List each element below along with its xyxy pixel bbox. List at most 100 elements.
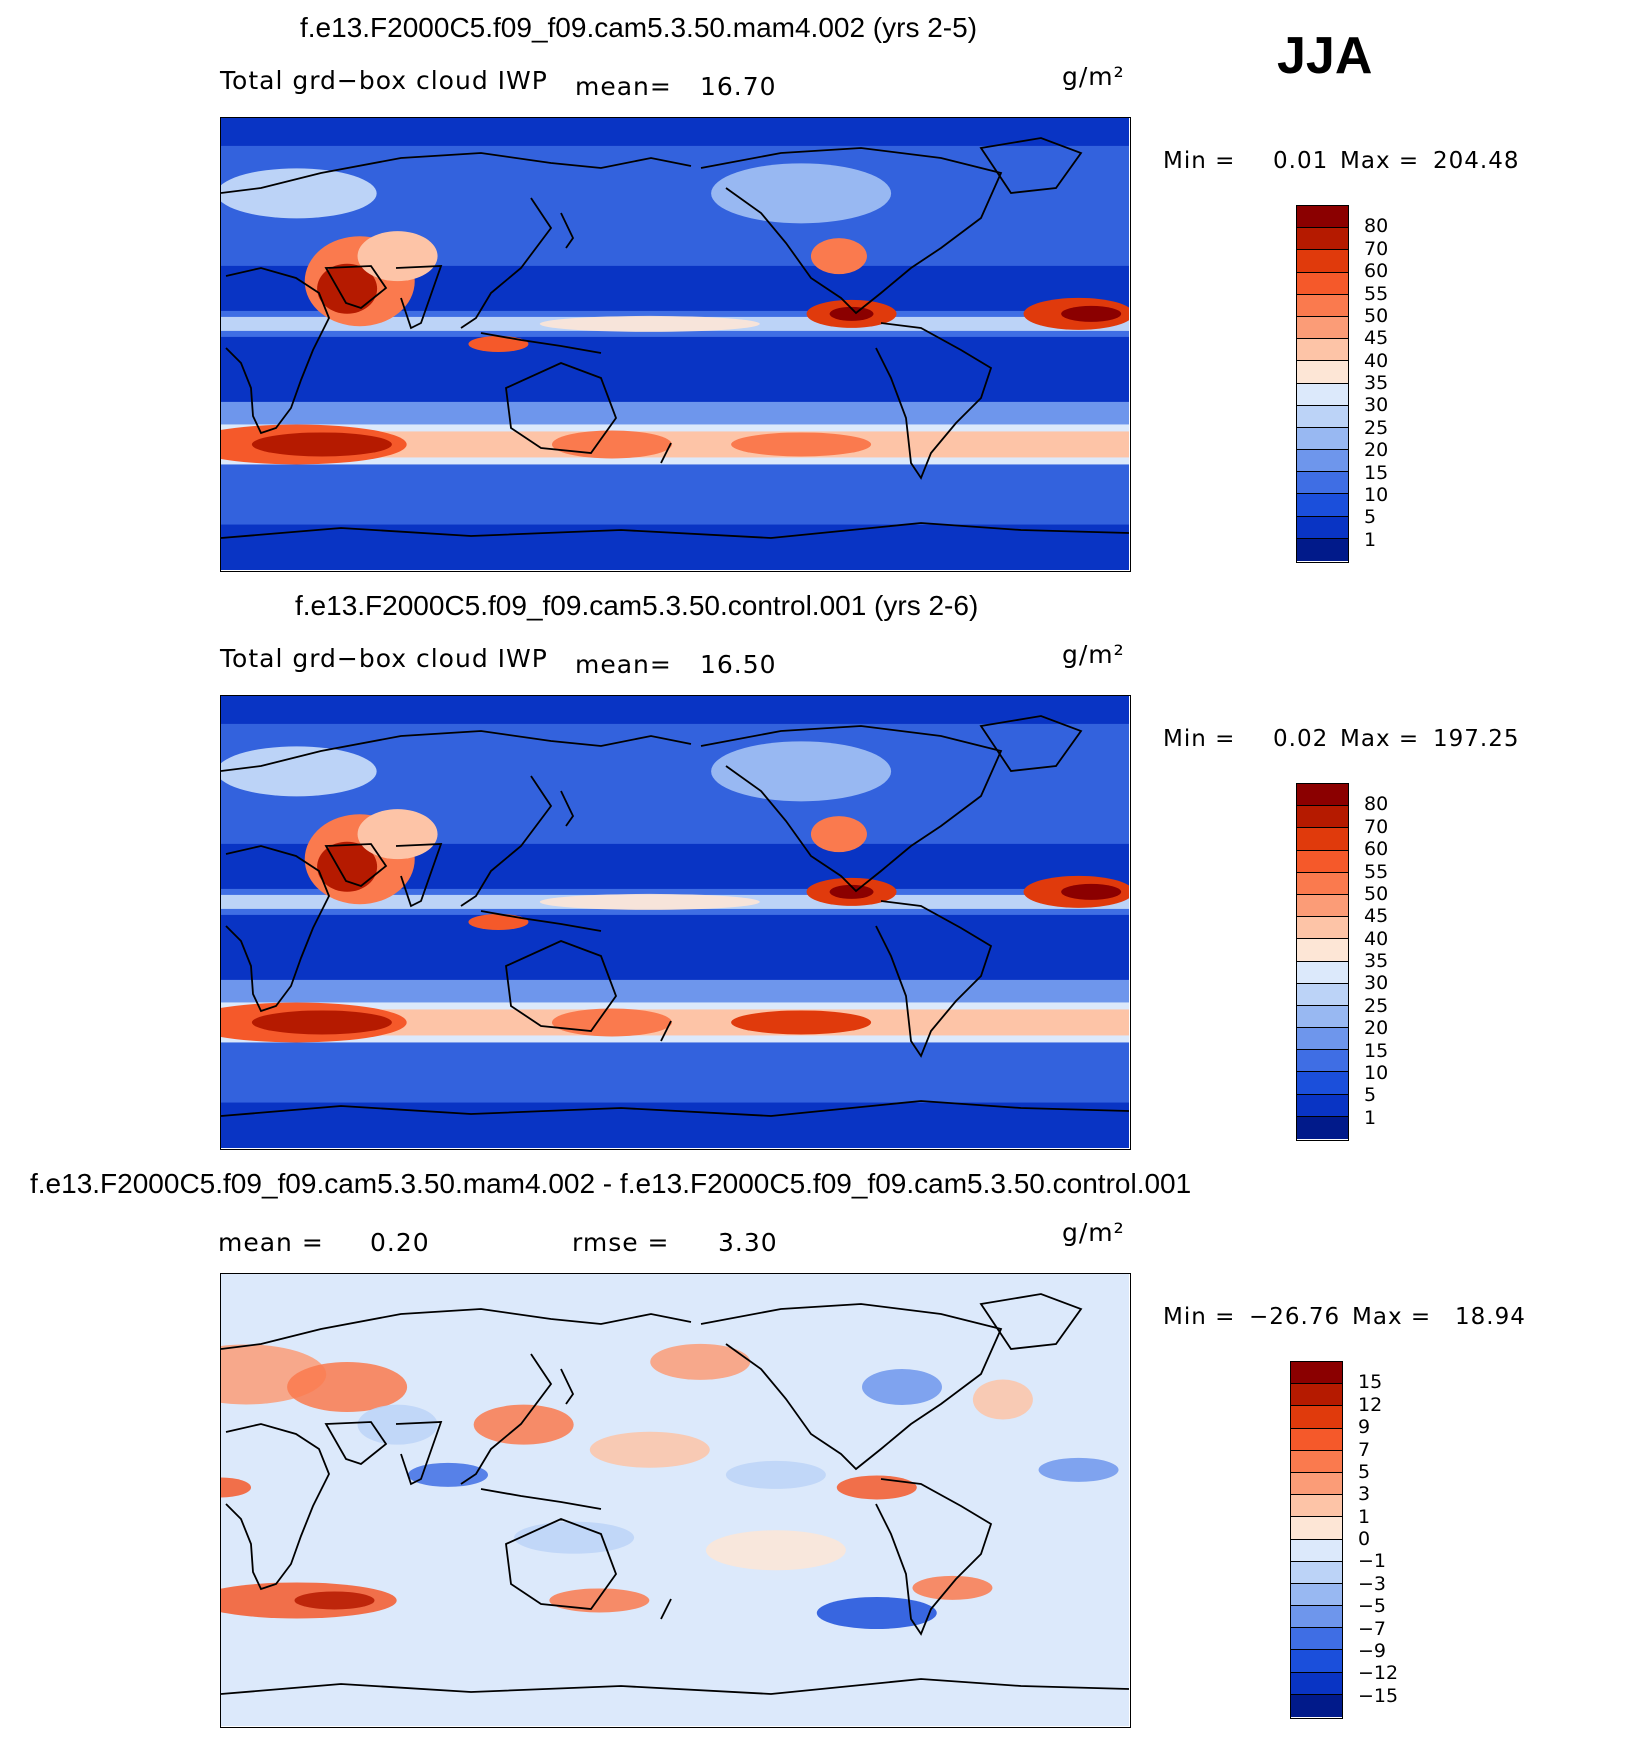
- colorbar-tick-label: 80: [1364, 793, 1389, 816]
- colorbar-swatch: [1297, 1028, 1348, 1051]
- colorbar-tick-label: −5: [1358, 1595, 1387, 1618]
- colorbar-swatch: [1297, 1094, 1348, 1117]
- colorbar-tick-label: 30: [1364, 972, 1389, 995]
- colorbar-tick-label: 25: [1364, 416, 1389, 439]
- colorbar-swatch: [1291, 1561, 1342, 1584]
- panel3-max-value: 18.94: [1455, 1304, 1526, 1330]
- colorbar-swatch: [1297, 405, 1348, 428]
- colorbar-tick-label: −15: [1358, 1684, 1399, 1707]
- colorbar-tick-label: 5: [1358, 1460, 1371, 1483]
- colorbar-tick-label: 40: [1364, 349, 1389, 372]
- panel1-colorbar: [1296, 205, 1349, 563]
- colorbar-swatch: [1297, 917, 1348, 940]
- colorbar-tick-label: 15: [1364, 461, 1389, 484]
- colorbar-swatch: [1297, 206, 1348, 229]
- colorbar-swatch: [1297, 872, 1348, 895]
- colorbar-tick-label: −7: [1358, 1617, 1387, 1640]
- panel1-mean-value: 16.70: [700, 72, 777, 101]
- colorbar-swatch: [1291, 1450, 1342, 1473]
- panel1-map: [220, 117, 1131, 572]
- colorbar-swatch: [1291, 1583, 1342, 1607]
- panel2-field: [221, 696, 1129, 1148]
- panel2-units: g/m²: [1062, 640, 1125, 669]
- panel3-units: g/m²: [1062, 1218, 1125, 1247]
- colorbar-swatch: [1297, 538, 1348, 561]
- colorbar-swatch: [1297, 472, 1348, 495]
- panel1-variable: Total grd−box cloud IWP: [220, 66, 548, 95]
- panel3-min-label: Min =: [1163, 1304, 1236, 1330]
- colorbar-swatch: [1291, 1672, 1342, 1695]
- panel1-mean-label: mean=: [575, 72, 672, 101]
- panel2-max-label: Max =: [1340, 726, 1420, 752]
- colorbar-tick-label: 9: [1358, 1416, 1371, 1439]
- colorbar-swatch: [1291, 1539, 1342, 1562]
- season-label: JJA: [1277, 27, 1373, 85]
- colorbar-swatch: [1297, 294, 1348, 317]
- colorbar-swatch: [1291, 1606, 1342, 1629]
- panel3-map: [220, 1273, 1131, 1728]
- panel3-max-label: Max =: [1352, 1304, 1432, 1330]
- colorbar-swatch: [1297, 383, 1348, 406]
- colorbar-swatch: [1297, 228, 1348, 251]
- colorbar-swatch: [1291, 1650, 1342, 1673]
- panel3-field: [221, 1274, 1129, 1726]
- colorbar-tick-label: 20: [1364, 1017, 1389, 1040]
- colorbar-tick-label: 55: [1364, 282, 1389, 305]
- colorbar-swatch: [1297, 828, 1348, 851]
- panel2-mean-value: 16.50: [700, 650, 777, 679]
- panel1-max-label: Max =: [1340, 148, 1420, 174]
- colorbar-tick-label: 35: [1364, 372, 1389, 394]
- colorbar-tick-label: 15: [1358, 1371, 1383, 1394]
- panel1-min-label: Min =: [1163, 148, 1236, 174]
- panel3-title: f.e13.F2000C5.f09_f09.cam5.3.50.mam4.002…: [30, 1168, 1192, 1199]
- colorbar-swatch: [1291, 1495, 1342, 1518]
- colorbar-tick-label: 35: [1364, 950, 1389, 972]
- panel2-max-value: 197.25: [1433, 726, 1520, 752]
- panel1-max-value: 204.48: [1433, 148, 1520, 174]
- colorbar-tick-label: −1: [1358, 1550, 1387, 1573]
- colorbar-swatch: [1297, 939, 1348, 962]
- colorbar-swatch: [1297, 316, 1348, 340]
- colorbar-swatch: [1297, 1005, 1348, 1029]
- colorbar-swatch: [1297, 784, 1348, 807]
- colorbar-tick-label: 60: [1364, 260, 1389, 283]
- colorbar-swatch: [1297, 250, 1348, 273]
- panel2-map: [220, 695, 1131, 1150]
- colorbar-tick-label: 1: [1364, 1106, 1377, 1129]
- colorbar-tick-label: 25: [1364, 994, 1389, 1017]
- colorbar-tick-label: 0: [1358, 1528, 1371, 1550]
- colorbar-swatch: [1297, 983, 1348, 1006]
- colorbar-swatch: [1291, 1517, 1342, 1540]
- colorbar-swatch: [1291, 1628, 1342, 1651]
- colorbar-tick-label: 80: [1364, 215, 1389, 238]
- colorbar-swatch: [1291, 1694, 1342, 1717]
- colorbar-swatch: [1291, 1406, 1342, 1429]
- colorbar-tick-label: 70: [1364, 815, 1389, 838]
- colorbar-tick-label: 15: [1364, 1039, 1389, 1062]
- colorbar-swatch: [1297, 272, 1348, 295]
- colorbar-swatch: [1297, 1072, 1348, 1095]
- colorbar-tick-label: 70: [1364, 237, 1389, 260]
- panel2-min-label: Min =: [1163, 726, 1236, 752]
- colorbar-tick-label: 45: [1364, 327, 1389, 350]
- panel1-field: [221, 118, 1129, 570]
- colorbar-swatch: [1291, 1428, 1342, 1451]
- panel3-rmse-value: 3.30: [718, 1228, 778, 1257]
- colorbar-tick-label: 20: [1364, 439, 1389, 462]
- colorbar-swatch: [1297, 1116, 1348, 1139]
- colorbar-tick-label: −9: [1358, 1639, 1387, 1662]
- panel1-units: g/m²: [1062, 62, 1125, 91]
- colorbar-tick-label: 10: [1364, 1061, 1389, 1084]
- panel3-colorbar: [1290, 1361, 1343, 1719]
- colorbar-tick-label: 1: [1358, 1505, 1371, 1528]
- colorbar-swatch: [1297, 961, 1348, 984]
- colorbar-tick-label: 30: [1364, 394, 1389, 417]
- colorbar-swatch: [1297, 850, 1348, 873]
- panel2-variable: Total grd−box cloud IWP: [220, 644, 548, 673]
- panel2-title: f.e13.F2000C5.f09_f09.cam5.3.50.control.…: [295, 590, 979, 621]
- colorbar-tick-label: 50: [1364, 882, 1389, 905]
- panel1-title: f.e13.F2000C5.f09_f09.cam5.3.50.mam4.002…: [300, 12, 978, 43]
- colorbar-swatch: [1291, 1384, 1342, 1407]
- colorbar-swatch: [1297, 806, 1348, 829]
- colorbar-swatch: [1297, 427, 1348, 451]
